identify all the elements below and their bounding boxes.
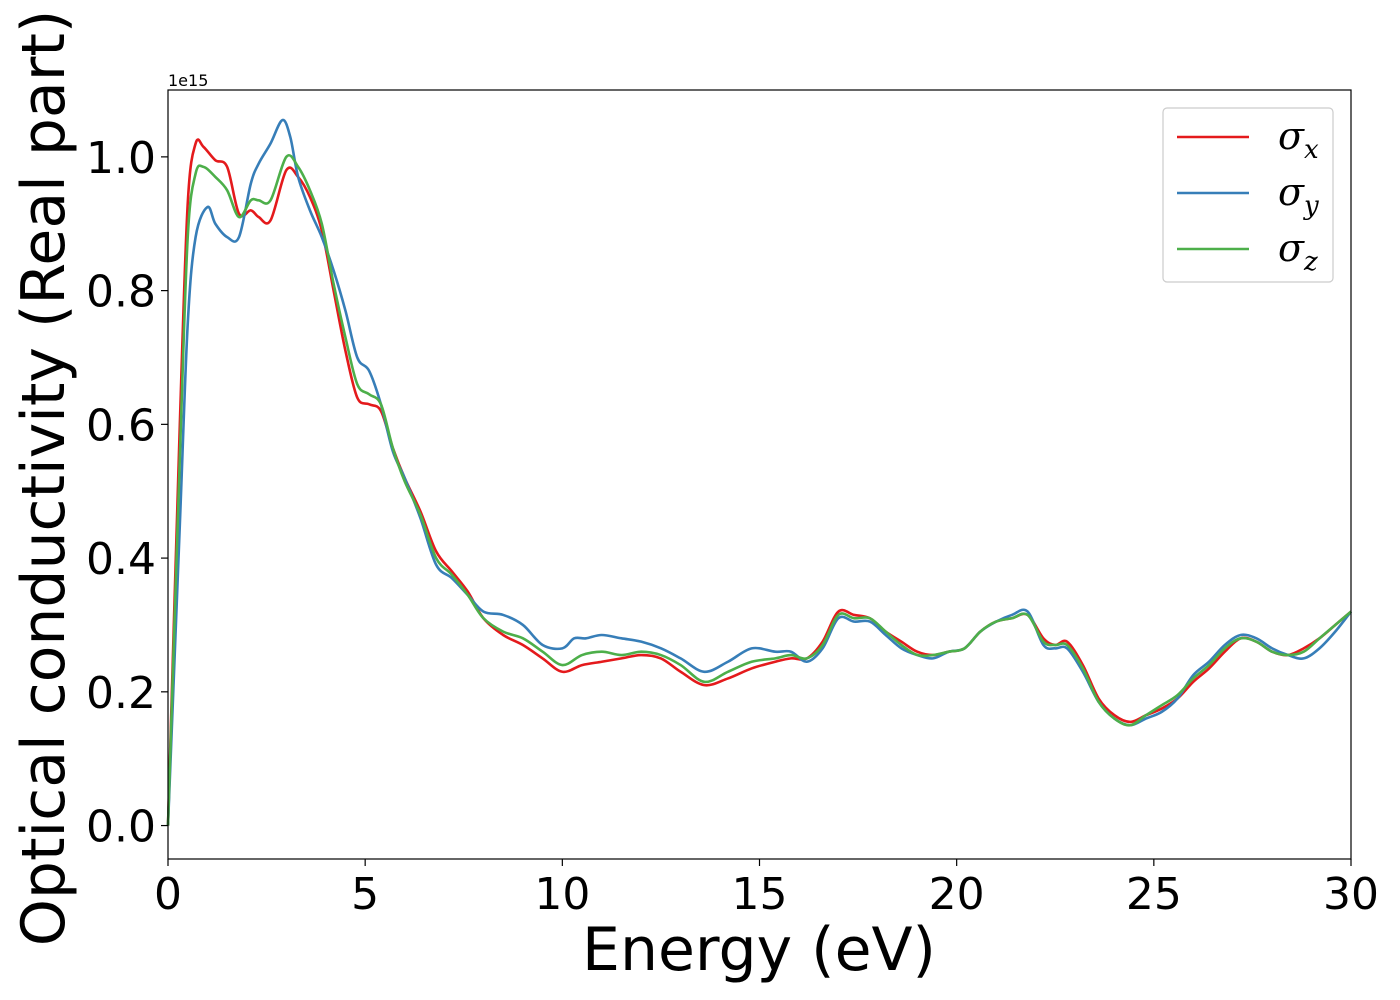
y-offset-label: 1e15 [168,71,208,90]
x-axis: 0 5 10 15 20 25 30 [154,859,1379,920]
x-tick-label: 15 [732,869,788,920]
series-line-z [166,154,1352,826]
y-tick-label: 0.0 [86,802,156,853]
x-axis-title: Energy (eV) [582,915,936,985]
y-tick-label: 0.4 [86,534,156,585]
legend-box [1162,107,1334,283]
y-tick-label: 0.6 [86,400,156,451]
x-tick-label: 30 [1323,869,1379,920]
x-tick-label: 5 [351,869,379,920]
y-axis: 0.0 0.2 0.4 0.6 0.8 1.0 [86,133,168,853]
y-tick-label: 0.2 [86,668,156,719]
y-tick-label: 1.0 [86,133,156,184]
x-tick-label: 0 [154,869,182,920]
x-tick-label: 20 [929,869,985,920]
y-axis-title: Optical conductivity (Real part) [9,10,79,947]
x-tick-label: 10 [534,869,590,920]
x-tick-label: 25 [1126,869,1182,920]
series-layer [166,118,1353,826]
y-tick-label: 0.8 [86,267,156,318]
